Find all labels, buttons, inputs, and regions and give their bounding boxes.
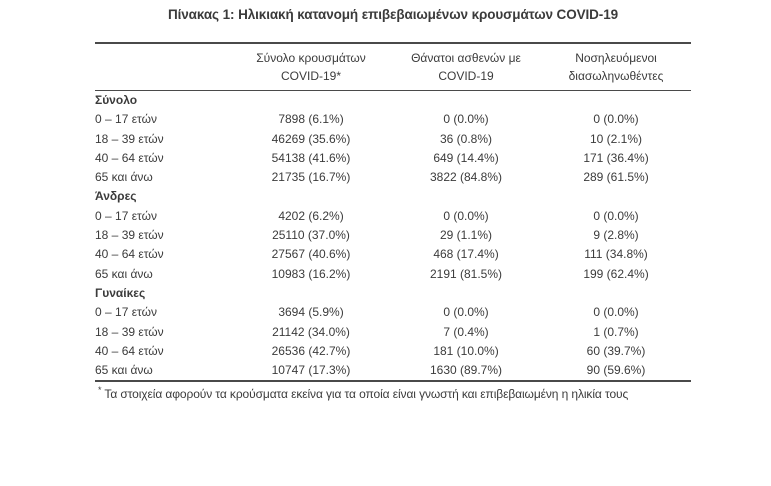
age-label: 40 – 64 ετών (95, 247, 164, 262)
age-label: 65 και άνω (95, 363, 153, 378)
header-total-cases-line1: Σύνολο κρουσμάτων (256, 51, 366, 65)
cell-cases: 21142 (34.0%) (272, 324, 350, 339)
age-label: 18 – 39 ετών (95, 131, 164, 146)
table-row: 40 – 64 ετών 26536 (42.7%) 181 (10.0%) 6… (95, 342, 691, 361)
table-row: 40 – 64 ετών 27567 (40.6%) 468 (17.4%) 1… (95, 245, 691, 264)
cell-cases: 54138 (41.6%) (271, 150, 351, 165)
cell-intubated: 10 (2.1%) (589, 131, 643, 146)
cell-deaths: 2191 (81.5%) (429, 266, 503, 281)
cell-cases: 21735 (16.7%) (271, 170, 351, 185)
cell-deaths: 181 (10.0%) (433, 343, 499, 358)
cell-intubated: 171 (36.4%) (583, 150, 649, 165)
cell-cases: 10747 (17.3%) (271, 363, 351, 378)
table-row: 18 – 39 ετών 25110 (37.0%) 29 (1.1%) 9 (… (95, 226, 691, 245)
header-empty (95, 43, 231, 91)
cell-deaths: 0 (0.0%) (443, 112, 489, 127)
section-label-women: Γυναίκες (95, 285, 146, 300)
cell-intubated: 60 (39.7%) (586, 343, 646, 358)
cell-deaths: 468 (17.4%) (433, 247, 499, 262)
cell-intubated: 9 (2.8%) (593, 228, 639, 243)
cell-cases: 26536 (42.7%) (271, 343, 351, 358)
cell-deaths: 36 (0.8%) (439, 131, 493, 146)
age-label: 40 – 64 ετών (95, 150, 164, 165)
age-label: 0 – 17 ετών (95, 208, 157, 223)
header-deaths: Θάνατοι ασθενών με COVID-19 (391, 43, 541, 91)
header-deaths-line2: COVID-19 (438, 69, 494, 83)
cell-intubated: 199 (62.4%) (583, 266, 649, 281)
cell-deaths: 0 (0.0%) (443, 305, 489, 320)
section-label-men: Άνδρες (95, 189, 137, 204)
cell-cases: 10983 (16.2%) (271, 266, 351, 281)
cell-intubated: 1 (0.7%) (593, 324, 639, 339)
cell-deaths: 7 (0.4%) (443, 324, 489, 339)
age-label: 40 – 64 ετών (95, 343, 164, 358)
table-footnote: * Τα στοιχεία αφορούν τα κρούσματα εκείνα… (95, 385, 691, 401)
header-intubated-line1: Νοσηλευόμενοι (575, 51, 657, 65)
table-row: 0 – 17 ετών 7898 (6.1%) 0 (0.0%) 0 (0.0%… (95, 110, 691, 129)
table-header: Σύνολο κρουσμάτων COVID-19* Θάνατοι ασθε… (95, 43, 691, 91)
covid-age-distribution-table: Σύνολο κρουσμάτων COVID-19* Θάνατοι ασθε… (95, 42, 691, 382)
cell-cases: 4202 (6.2%) (278, 208, 344, 223)
cell-intubated: 0 (0.0%) (593, 112, 639, 127)
header-total-cases-line2: COVID-19* (280, 69, 342, 83)
table-row: 18 – 39 ετών 46269 (35.6%) 36 (0.8%) 10 … (95, 130, 691, 149)
cell-intubated: 0 (0.0%) (593, 208, 639, 223)
cell-deaths: 29 (1.1%) (439, 228, 493, 243)
age-label: 18 – 39 ετών (95, 324, 164, 339)
header-intubated: Νοσηλευόμενοι διασωληνωθέντες (541, 43, 691, 91)
table-row: 65 και άνω 10747 (17.3%) 1630 (89.7%) 90… (95, 361, 691, 381)
section-row-men: Άνδρες (95, 187, 691, 206)
footnote-text: Τα στοιχεία αφορούν τα κρούσματα εκείνα … (104, 387, 629, 402)
header-total-cases: Σύνολο κρουσμάτων COVID-19* (231, 43, 391, 91)
age-label: 0 – 17 ετών (95, 112, 157, 127)
age-label: 65 και άνω (95, 266, 153, 281)
cell-intubated: 289 (61.5%) (583, 170, 649, 185)
table-row: 65 και άνω 10983 (16.2%) 2191 (81.5%) 19… (95, 265, 691, 284)
table-row: 40 – 64 ετών 54138 (41.6%) 649 (14.4%) 1… (95, 149, 691, 168)
section-label-total: Σύνολο (95, 93, 138, 107)
cell-cases: 7898 (6.1%) (278, 112, 344, 127)
table-row: 0 – 17 ετών 4202 (6.2%) 0 (0.0%) 0 (0.0%… (95, 207, 691, 226)
header-deaths-line1: Θάνατοι ασθενών με (411, 51, 521, 65)
cell-cases: 27567 (40.6%) (271, 247, 351, 262)
cell-deaths: 0 (0.0%) (443, 208, 489, 223)
age-label: 0 – 17 ετών (95, 305, 157, 320)
table-row: 0 – 17 ετών 3694 (5.9%) 0 (0.0%) 0 (0.0%… (95, 303, 691, 322)
cell-cases: 3694 (5.9%) (278, 305, 344, 320)
section-row-women: Γυναίκες (95, 284, 691, 303)
cell-cases: 46269 (35.6%) (271, 131, 351, 146)
header-row: Σύνολο κρουσμάτων COVID-19* Θάνατοι ασθε… (95, 43, 691, 91)
cell-cases: 25110 (37.0%) (272, 228, 350, 243)
age-label: 18 – 39 ετών (95, 228, 164, 243)
cell-intubated: 111 (34.8%) (584, 247, 648, 262)
cell-deaths: 1630 (89.7%) (429, 363, 503, 378)
cell-intubated: 90 (59.6%) (586, 363, 646, 378)
cell-deaths: 649 (14.4%) (433, 150, 499, 165)
table-title: Πίνακας 1: Ηλικιακή κατανομή επιβεβαιωμέ… (167, 7, 619, 22)
document-region: Πίνακας 1: Ηλικιακή κατανομή επιβεβαιωμέ… (95, 0, 691, 401)
table-row: 18 – 39 ετών 21142 (34.0%) 7 (0.4%) 1 (0… (95, 323, 691, 342)
cell-deaths: 3822 (84.8%) (429, 170, 503, 185)
age-label: 65 και άνω (95, 170, 153, 185)
header-intubated-line2: διασωληνωθέντες (568, 69, 664, 83)
table-row: 65 και άνω 21735 (16.7%) 3822 (84.8%) 28… (95, 168, 691, 187)
footnote-marker: * (98, 385, 102, 396)
table-body: Σύνολο 0 – 17 ετών 7898 (6.1%) 0 (0.0%) … (95, 91, 691, 382)
section-row-total: Σύνολο (95, 91, 691, 111)
cell-intubated: 0 (0.0%) (593, 305, 639, 320)
